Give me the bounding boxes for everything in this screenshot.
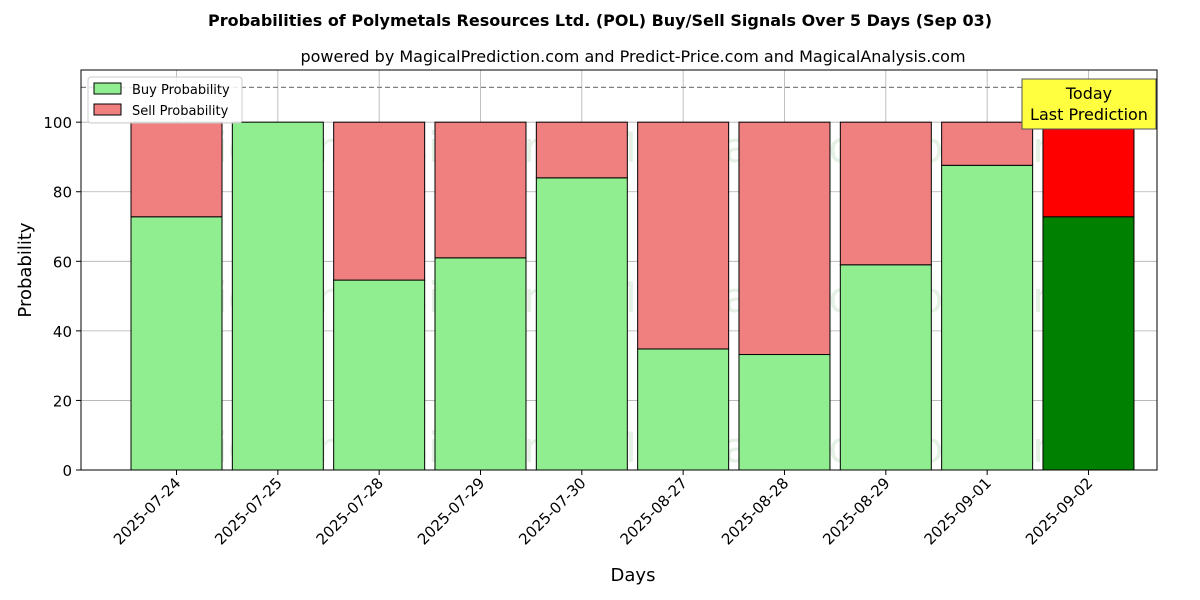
legend-swatch [93,103,122,116]
bar-buy [434,257,527,471]
bar-sell [535,121,628,179]
bar-buy [738,354,831,471]
chart-subtitle: powered by MagicalPrediction.com and Pre… [300,47,965,66]
legend-label: Sell Probability [132,104,229,119]
bars [130,121,1135,471]
bar-sell [434,121,527,259]
x-tick-label: 2025-08-28 [718,474,792,548]
legend: Buy Probability Sell Probability [87,76,243,124]
x-tick-label: 2025-08-29 [819,474,893,548]
x-axis-label: Days [611,565,656,586]
bar-sell [1042,121,1135,218]
annotation-box [1021,78,1157,130]
y-axis-label: Probability [15,222,36,317]
y-tick-label: 20 [53,392,72,410]
x-tick-label: 2025-09-01 [921,474,995,548]
annotation-text: Today [1065,84,1112,103]
x-axis: 2025-07-24 2025-07-25 2025-07-28 2025-07-29… [110,470,1096,548]
bar-buy [637,348,730,471]
x-tick-label: 2025-07-28 [313,474,387,548]
bar-buy [231,121,324,471]
bar-buy [839,264,932,471]
legend-box [87,76,243,124]
y-tick-label: 0 [62,462,72,480]
bar-sell [130,121,223,218]
x-tick-label: 2025-09-02 [1022,474,1096,548]
plot-frame [80,69,1158,471]
bar-sell [738,121,831,356]
bar-sell [941,121,1034,166]
bar-buy [333,279,426,471]
x-tick-label: 2025-07-25 [211,474,285,548]
y-axis: 0 20 40 60 80 100 [43,114,81,480]
bar-buy [130,216,223,471]
annotation: Today Last Prediction [1021,78,1157,130]
bar-sell [839,121,932,266]
y-tick-label: 40 [53,323,72,341]
bar-buy [941,164,1034,471]
bar-sell [637,121,730,350]
chart-title: Probabilities of Polymetals Resources Lt… [208,11,992,30]
x-tick-label: 2025-07-30 [515,474,589,548]
y-tick-label: 100 [43,114,72,132]
annotation-text: Last Prediction [1030,105,1148,124]
x-tick-label: 2025-07-24 [110,474,184,548]
x-tick-label: 2025-08-27 [617,474,691,548]
bar-sell [333,121,426,281]
bar-buy [1042,216,1135,471]
y-tick-label: 60 [53,253,72,271]
legend-label: Buy Probability [132,83,230,98]
x-tick-label: 2025-07-29 [414,474,488,548]
bar-buy [535,177,628,471]
legend-swatch [93,82,122,95]
y-tick-label: 80 [53,184,72,202]
